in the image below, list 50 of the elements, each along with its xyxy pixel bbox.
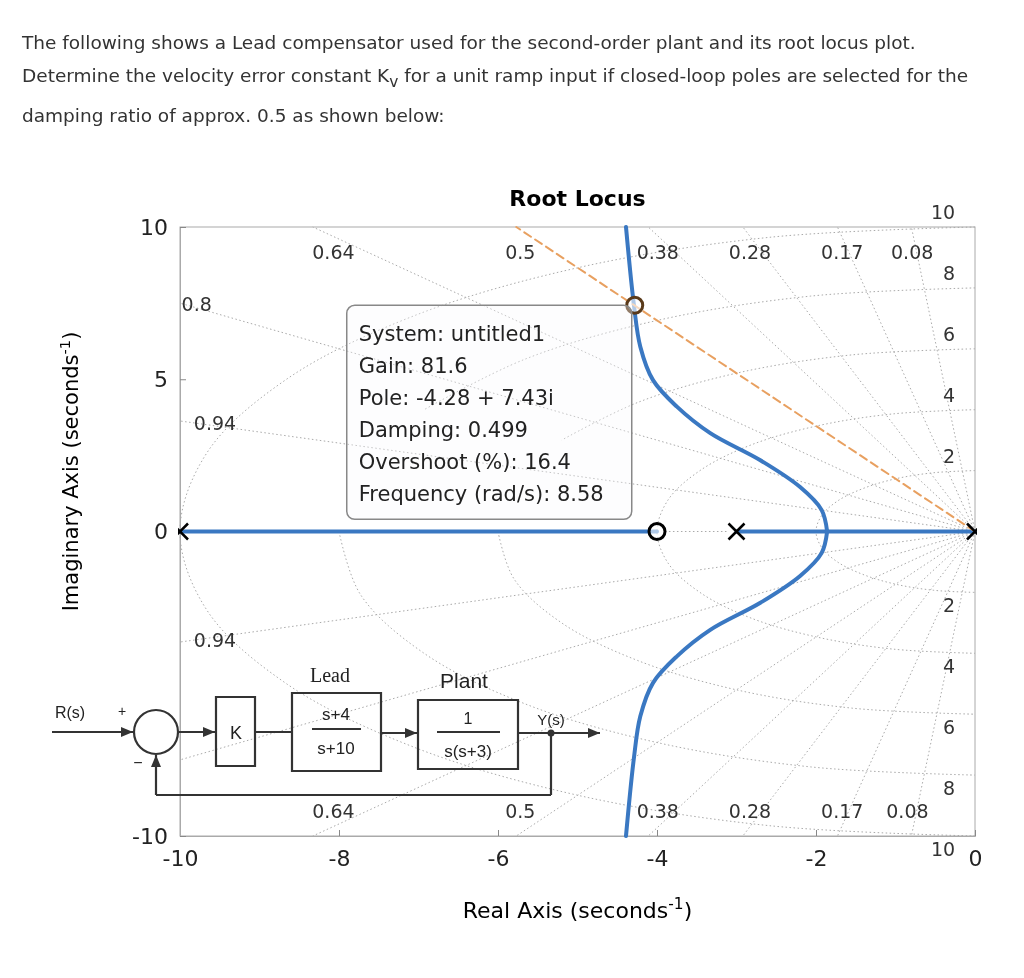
annotation: 0.8 — [181, 292, 212, 315]
text: 10 — [930, 200, 956, 223]
annotation: s+10 — [317, 739, 355, 758]
annotation: 0.5 — [505, 799, 536, 822]
annotation: 0.08 — [886, 799, 929, 822]
annotation: 0.17 — [821, 240, 864, 263]
chart-title: Root Locus — [509, 186, 646, 211]
y-tick-label: 5 — [154, 366, 168, 392]
x-tick-label: -2 — [805, 845, 828, 871]
text: The following shows a Lead compensator used for the second-order plant and its root locus plot. Determine the velocity error constant K$_{v}$ for a unit ramp input if closed-loop poles are selected for the damping ratio of approx. 0.5 as shown below: — [22, 31, 970, 128]
annotation: 0.17 — [821, 799, 864, 822]
annotation: 2 — [943, 593, 956, 616]
annotation: s(s+3) — [444, 742, 492, 761]
annotation: 0.64 — [312, 240, 355, 263]
y-tick-label: -10 — [132, 823, 168, 849]
y-tick-label: 0 — [154, 519, 168, 545]
text: + — [117, 703, 127, 719]
x-tick-label: -6 — [487, 845, 510, 871]
annotation: 4 — [943, 654, 956, 677]
annotation: Y(s) — [537, 711, 565, 728]
text: 10 — [930, 837, 956, 860]
annotation: 8 — [943, 776, 956, 799]
annotation: 4 — [943, 383, 956, 406]
annotation: Plant — [440, 669, 489, 692]
x-tick-label: 0 — [968, 845, 983, 871]
annotation: 0.94 — [193, 628, 237, 651]
annotation: s+4 — [322, 705, 350, 724]
text: R(s) — [54, 704, 86, 721]
annotation: 6 — [943, 322, 956, 345]
annotation: 0.38 — [636, 799, 679, 822]
annotation: 8 — [943, 261, 956, 284]
annotation: Lead — [310, 664, 350, 686]
annotation: 0.38 — [636, 240, 679, 263]
annotation: 0.28 — [728, 799, 772, 822]
x-tick-label: -4 — [646, 845, 669, 871]
text: − — [133, 754, 143, 771]
annotation: 6 — [943, 715, 956, 738]
annotation: 0.94 — [193, 411, 237, 434]
annotation: 2 — [943, 444, 956, 467]
x-tick-label: -8 — [328, 845, 351, 871]
annotation: 0.64 — [312, 799, 355, 822]
y-tick-label: 10 — [140, 214, 168, 240]
annotation: 0.28 — [728, 240, 772, 263]
annotation: K — [229, 723, 243, 743]
annotation: 0.08 — [891, 240, 934, 263]
annotation: System: untitled1 Gain: 81.6 Pole: -4.28 + 7.43i Damping: 0.499 Overshoot (%): 16.4 Frequency (rad/s): 8.58 — [358, 322, 604, 507]
annotation: 1 — [463, 710, 473, 727]
tooltip-box: System: untitled1 Gain: 81.6 Pole: -4.28 + 7.43i Damping: 0.499 Overshoot (%): 16.4 Frequency (rad/s): 8.58 — [346, 304, 633, 520]
annotation: 0.5 — [505, 240, 536, 263]
x-axis-title: Real Axis (seconds$^{-1}$) — [462, 895, 693, 923]
